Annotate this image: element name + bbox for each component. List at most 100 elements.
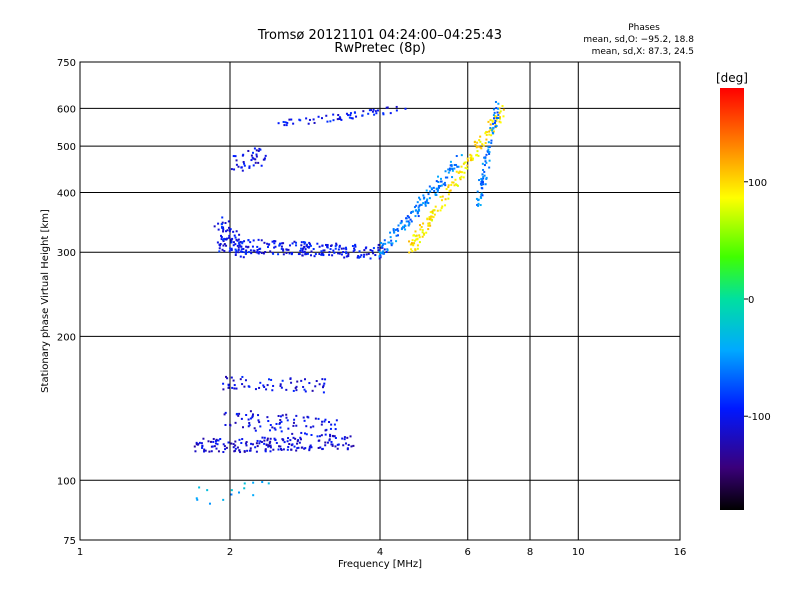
- data-point: [427, 222, 430, 225]
- data-point: [494, 115, 497, 118]
- data-point: [488, 145, 491, 148]
- data-point: [235, 159, 238, 162]
- data-point: [431, 212, 434, 215]
- data-point: [238, 412, 241, 415]
- data-point: [309, 244, 312, 247]
- data-point: [400, 219, 403, 222]
- data-point: [263, 442, 266, 445]
- data-point: [241, 242, 244, 245]
- data-point: [481, 181, 484, 184]
- data-point: [410, 248, 413, 251]
- data-point: [269, 450, 272, 453]
- data-point: [335, 242, 338, 245]
- data-point: [248, 166, 251, 169]
- data-point: [444, 184, 447, 187]
- data-point: [283, 441, 286, 444]
- data-point: [372, 252, 375, 255]
- data-point: [421, 229, 424, 232]
- data-point: [282, 120, 285, 123]
- data-point: [238, 243, 241, 246]
- data-point: [340, 253, 343, 256]
- data-point: [470, 159, 473, 162]
- data-point: [414, 230, 417, 233]
- data-point: [347, 254, 350, 257]
- data-point: [456, 184, 459, 187]
- data-point: [304, 248, 307, 251]
- data-point: [244, 379, 247, 382]
- data-point: [455, 183, 458, 186]
- data-point: [273, 427, 276, 430]
- data-point: [241, 169, 244, 172]
- data-point: [229, 247, 232, 250]
- data-point: [493, 111, 496, 114]
- data-point: [253, 147, 256, 150]
- data-point: [381, 246, 384, 249]
- data-point: [267, 420, 270, 423]
- data-point: [292, 424, 295, 427]
- data-point: [389, 236, 392, 239]
- data-point: [408, 251, 411, 254]
- data-point: [261, 436, 264, 439]
- data-point: [464, 161, 467, 164]
- data-point: [260, 164, 263, 167]
- data-point: [248, 422, 251, 425]
- data-point: [453, 163, 456, 166]
- data-point: [245, 444, 248, 447]
- data-point: [267, 445, 270, 448]
- data-point: [234, 253, 237, 256]
- data-point: [206, 489, 209, 492]
- data-point: [385, 106, 388, 109]
- data-point: [485, 161, 488, 164]
- data-point: [352, 444, 355, 447]
- data-point: [491, 120, 494, 123]
- data-point: [332, 119, 335, 122]
- data-point: [337, 252, 340, 255]
- data-point: [314, 417, 317, 420]
- data-point: [291, 252, 294, 255]
- data-point: [437, 175, 440, 178]
- data-point: [304, 252, 307, 255]
- data-point: [198, 441, 201, 444]
- data-point: [295, 424, 298, 427]
- data-point: [383, 252, 386, 255]
- data-point: [368, 109, 371, 112]
- data-point: [481, 143, 484, 146]
- data-point: [393, 231, 396, 234]
- data-point: [423, 233, 426, 236]
- data-point: [212, 440, 215, 443]
- grid-lines: [80, 62, 680, 540]
- phases-mean-x: mean, sd,X: 87.3, 24.5: [592, 47, 694, 57]
- data-point: [213, 445, 216, 448]
- colorbar-tick-labels: 100 0 -100: [744, 178, 771, 423]
- data-point: [227, 441, 230, 444]
- data-point: [280, 420, 283, 423]
- data-point: [329, 433, 332, 436]
- x-axis-label: Frequency [MHz]: [338, 559, 422, 570]
- data-point: [320, 250, 323, 253]
- data-point: [196, 443, 199, 446]
- data-point: [340, 118, 343, 121]
- data-point: [353, 247, 356, 250]
- data-point: [453, 184, 456, 187]
- y-tick-label: 100: [57, 476, 76, 487]
- data-point: [304, 378, 307, 381]
- y-tick-label: 200: [57, 332, 76, 343]
- data-point: [431, 219, 434, 222]
- data-point: [428, 218, 431, 221]
- data-point: [272, 448, 275, 451]
- data-point: [320, 434, 323, 437]
- data-point: [376, 109, 379, 112]
- data-point: [269, 444, 272, 447]
- data-point: [406, 215, 409, 218]
- data-point: [255, 442, 258, 445]
- data-point: [263, 439, 266, 442]
- data-point: [239, 451, 242, 454]
- data-point: [346, 436, 349, 439]
- data-point: [495, 125, 498, 128]
- data-point: [241, 426, 244, 429]
- data-point: [305, 433, 308, 436]
- data-point: [444, 170, 447, 173]
- data-point: [413, 206, 416, 209]
- data-point: [234, 421, 237, 424]
